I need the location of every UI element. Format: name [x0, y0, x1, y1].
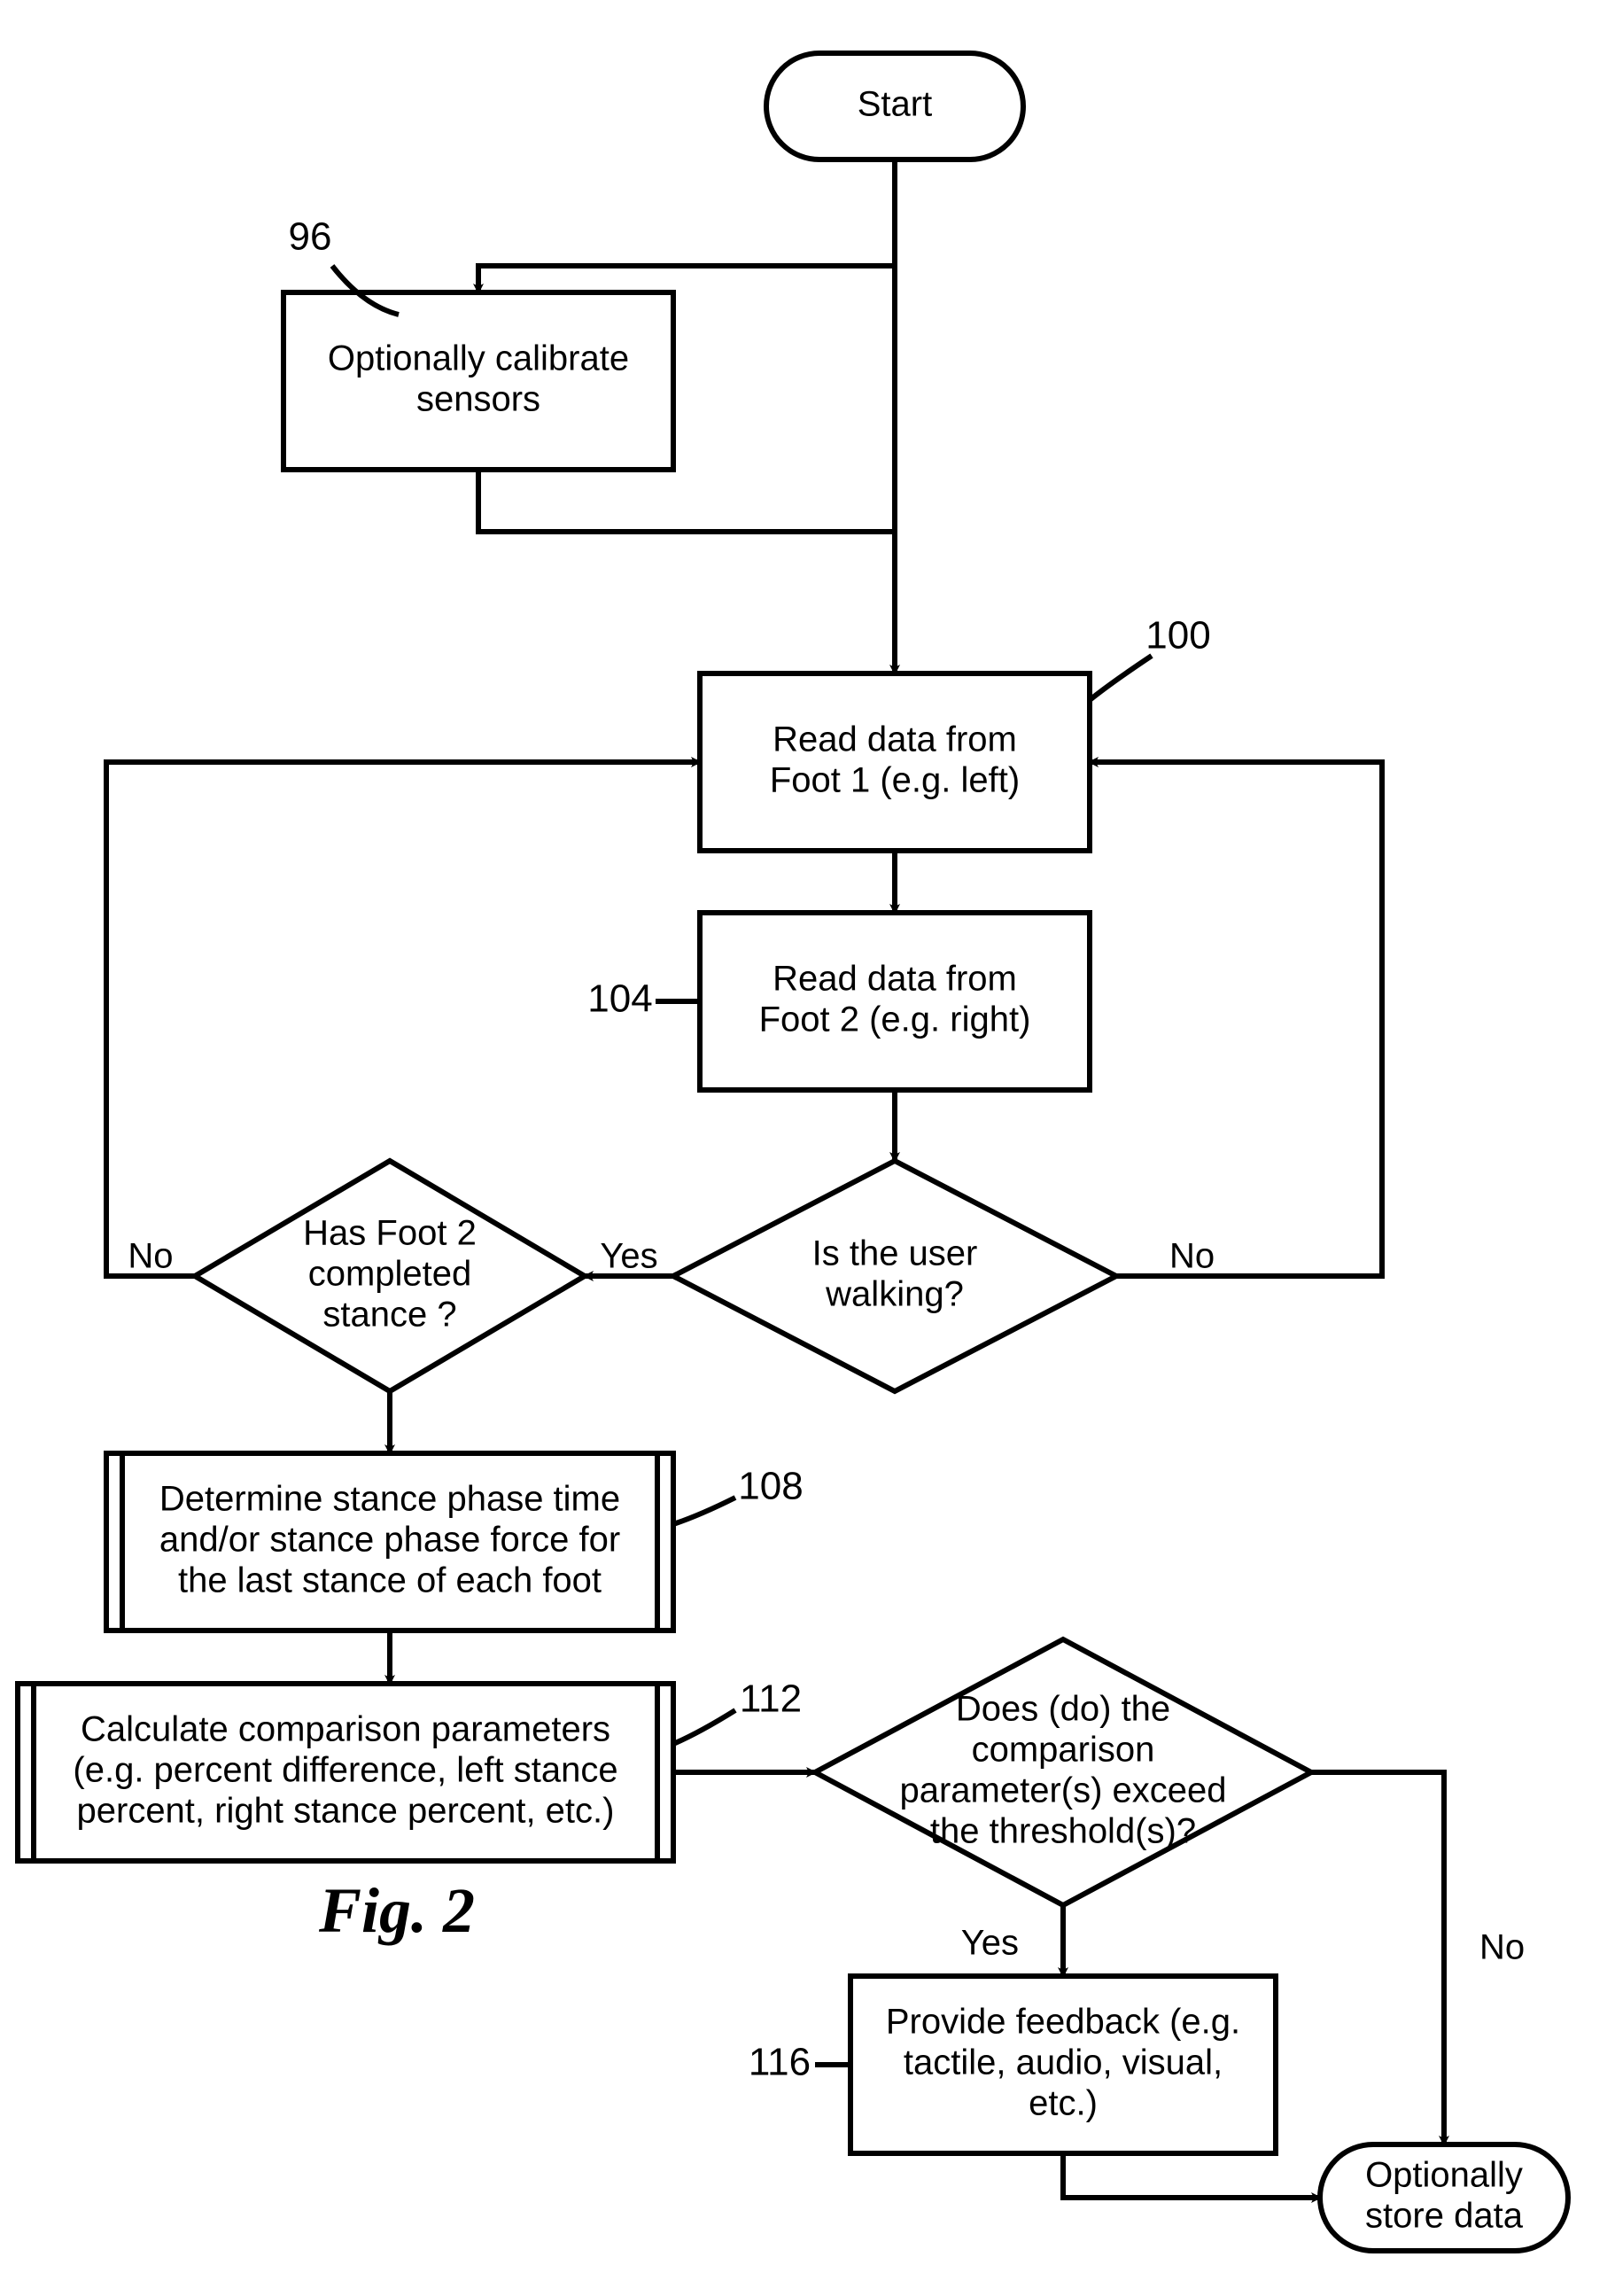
svg-text:Read data from: Read data from: [773, 720, 1017, 759]
svg-text:Calculate comparison parameter: Calculate comparison parameters: [81, 1710, 610, 1749]
svg-text:Foot 2 (e.g. right): Foot 2 (e.g. right): [759, 1000, 1031, 1039]
svg-text:Foot 1 (e.g. left): Foot 1 (e.g. left): [770, 761, 1020, 800]
edge-walking-no: [1090, 762, 1382, 1276]
svg-text:parameter(s) exceed: parameter(s) exceed: [899, 1771, 1226, 1810]
node-read2: Read data fromFoot 2 (e.g. right): [700, 913, 1090, 1090]
ref-label-r112: 112: [673, 1677, 802, 1744]
svg-text:96: 96: [289, 215, 332, 259]
edge-det-calc: [346, 1631, 390, 1684]
edge-label-walking-no: No: [1169, 1237, 1215, 1276]
svg-text:Has Foot 2: Has Foot 2: [303, 1214, 477, 1253]
svg-text:completed: completed: [308, 1255, 472, 1294]
node-store: Optionallystore data: [1320, 2144, 1568, 2251]
node-threshold: Does (do) thecomparisonparameter(s) exce…: [815, 1639, 1311, 1905]
svg-text:Does (do) the: Does (do) the: [956, 1690, 1170, 1729]
svg-text:percent, right stance percent,: percent, right stance percent, etc.): [77, 1792, 615, 1831]
svg-text:Is the user: Is the user: [812, 1234, 978, 1273]
node-start: Start: [766, 53, 1023, 160]
svg-text:sensors: sensors: [416, 380, 540, 419]
svg-text:and/or stance phase force for: and/or stance phase force for: [159, 1521, 620, 1560]
node-stance: Has Foot 2completedstance ?: [195, 1161, 585, 1391]
svg-text:104: 104: [587, 977, 652, 1021]
node-calculate: Calculate comparison parameters(e.g. per…: [18, 1684, 673, 1861]
svg-text:walking?: walking?: [825, 1275, 964, 1314]
ref-label-r116: 116: [749, 2041, 850, 2084]
edge-label-walking-yes: Yes: [600, 1237, 657, 1276]
svg-text:Read data from: Read data from: [773, 960, 1017, 999]
ref-label-r104: 104: [587, 977, 700, 1021]
flowchart: No Yes No Yes No Start Optionally calibratese…: [0, 0, 1615, 2296]
ref-label-r108: 108: [673, 1465, 804, 1524]
node-determine: Determine stance phase timeand/or stance…: [106, 1453, 673, 1631]
svg-text:Optionally calibrate: Optionally calibrate: [328, 339, 629, 378]
edge-label-stance-no: No: [128, 1237, 173, 1276]
figure-title: Fig. 2: [318, 1875, 475, 1946]
svg-text:the last stance of each foot: the last stance of each foot: [178, 1561, 602, 1600]
node-walking: Is the userwalking?: [673, 1161, 1116, 1391]
svg-text:stance ?: stance ?: [322, 1296, 456, 1335]
svg-text:tactile, audio, visual,: tactile, audio, visual,: [904, 2043, 1223, 2082]
ref-label-r100: 100: [1090, 614, 1211, 700]
svg-text:Provide feedback (e.g.: Provide feedback (e.g.: [886, 2003, 1240, 2042]
node-feedback: Provide feedback (e.g.tactile, audio, vi…: [850, 1976, 1276, 2153]
edge-thresh-no: [1311, 1772, 1444, 2144]
edge-label-thresh-no: No: [1479, 1928, 1525, 1967]
svg-text:store data: store data: [1365, 2197, 1524, 2236]
svg-text:100: 100: [1145, 614, 1210, 658]
edge-label-thresh-yes: Yes: [961, 1924, 1019, 1963]
edge-feedback-store: [1063, 2153, 1320, 2198]
svg-text:108: 108: [738, 1465, 803, 1508]
svg-text:the threshold(s)?: the threshold(s)?: [930, 1812, 1196, 1851]
svg-text:Determine stance phase time: Determine stance phase time: [159, 1480, 620, 1519]
edge-start-calib: [478, 266, 895, 292]
svg-text:(e.g. percent difference, left: (e.g. percent difference, left stance: [73, 1751, 617, 1790]
node-read1: Read data fromFoot 1 (e.g. left): [700, 673, 1090, 851]
node-calibrate: Optionally calibratesensors: [283, 292, 673, 470]
svg-text:116: 116: [749, 2041, 811, 2084]
edge-calib-back: [478, 470, 895, 532]
svg-text:Optionally: Optionally: [1365, 2156, 1523, 2195]
svg-text:Start: Start: [858, 85, 932, 124]
svg-text:etc.): etc.): [1029, 2084, 1098, 2123]
svg-text:comparison: comparison: [972, 1731, 1155, 1770]
svg-text:112: 112: [740, 1677, 802, 1721]
